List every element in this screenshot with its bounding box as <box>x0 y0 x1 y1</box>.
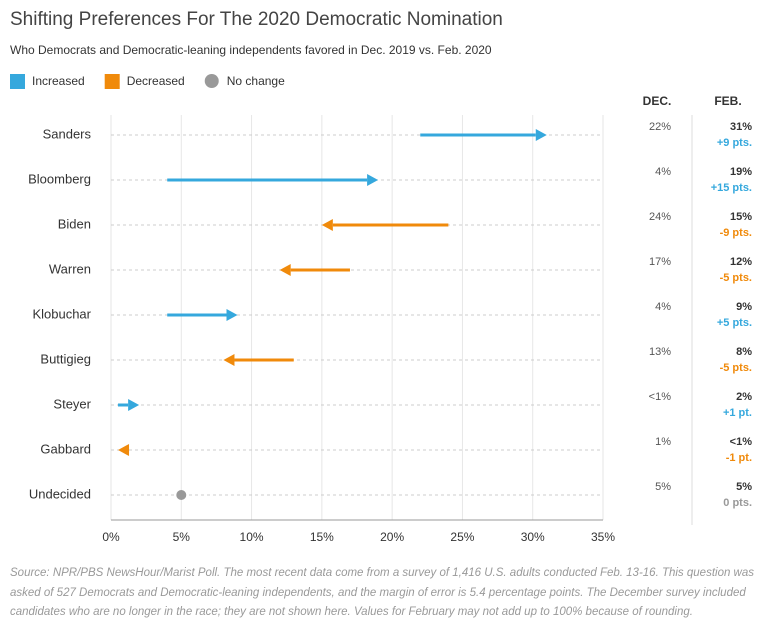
x-tick-label: 25% <box>450 530 474 544</box>
dec-value: 13% <box>649 346 671 358</box>
feb-value: 31% <box>730 121 752 133</box>
category-label: Biden <box>58 216 91 231</box>
category-label: Klobuchar <box>32 306 91 321</box>
category-label: Sanders <box>43 126 92 141</box>
change-label: +15 pts. <box>711 182 752 194</box>
change-label: -5 pts. <box>720 272 752 284</box>
arrow-head <box>226 309 238 321</box>
legend-label: No change <box>227 74 285 88</box>
arrow-head <box>535 129 547 141</box>
arrow-head <box>223 354 235 366</box>
x-tick-label: 20% <box>380 530 404 544</box>
chart-title: Shifting Preferences For The 2020 Democr… <box>10 9 503 30</box>
change-label: +5 pts. <box>717 317 752 329</box>
category-label: Steyer <box>53 396 91 411</box>
change-label: 0 pts. <box>723 497 752 509</box>
dot <box>176 490 187 500</box>
chart: Shifting Preferences For The 2020 Democr… <box>10 9 753 544</box>
column-header: FEB. <box>714 94 741 108</box>
dec-value: <1% <box>649 391 672 403</box>
dec-value: 4% <box>655 166 671 178</box>
column-header: DEC. <box>643 94 672 108</box>
legend-swatch <box>10 74 25 89</box>
category-label: Bloomberg <box>28 171 91 186</box>
arrow-head <box>321 219 333 231</box>
source-note: Source: NPR/PBS NewsHour/Marist Poll. Th… <box>10 567 755 618</box>
x-tick-label: 30% <box>521 530 545 544</box>
arrow-head <box>118 444 130 456</box>
arrow-head <box>367 174 379 186</box>
arrow-head <box>279 264 291 276</box>
category-label: Gabbard <box>40 441 91 456</box>
dec-value: 5% <box>655 481 671 493</box>
change-label: -9 pts. <box>720 227 752 239</box>
feb-value: 19% <box>730 166 752 178</box>
dec-value: 4% <box>655 301 671 313</box>
change-label: +9 pts. <box>717 137 752 149</box>
feb-value: 8% <box>736 346 752 358</box>
category-label: Warren <box>49 261 91 276</box>
legend-swatch <box>104 74 120 89</box>
dec-value: 1% <box>655 436 671 448</box>
feb-value: 15% <box>730 211 752 223</box>
legend-label: Increased <box>32 74 85 88</box>
category-label: Undecided <box>29 486 91 501</box>
legend-swatch <box>204 74 219 88</box>
chart-subtitle: Who Democrats and Democratic-leaning ind… <box>10 43 492 57</box>
category-label: Buttigieg <box>40 351 91 366</box>
feb-value: 2% <box>736 391 752 403</box>
x-tick-label: 0% <box>102 530 120 544</box>
x-tick-label: 10% <box>240 530 264 544</box>
feb-value: 9% <box>736 301 752 313</box>
change-label: -1 pt. <box>726 452 752 464</box>
x-tick-label: 15% <box>310 530 334 544</box>
change-label: -5 pts. <box>720 362 752 374</box>
x-tick-label: 5% <box>173 530 191 544</box>
feb-value: <1% <box>730 436 753 448</box>
dec-value: 17% <box>649 256 671 268</box>
feb-value: 12% <box>730 256 752 268</box>
dec-value: 24% <box>649 211 671 223</box>
arrow-head <box>128 399 140 411</box>
change-label: +1 pt. <box>723 407 752 419</box>
dec-value: 22% <box>649 121 671 133</box>
legend-label: Decreased <box>127 74 185 88</box>
feb-value: 5% <box>736 481 752 493</box>
x-tick-label: 35% <box>591 530 615 544</box>
